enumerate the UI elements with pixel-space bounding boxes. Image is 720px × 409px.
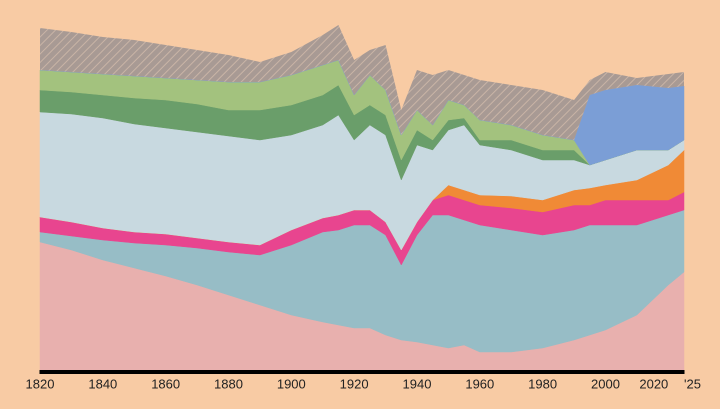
x-tick-label: 1820 [26,376,55,391]
x-tick-label: 1900 [277,376,306,391]
area [39,59,685,166]
x-tick-label: 1980 [528,376,557,391]
x-tick-label: 2020 [639,376,668,391]
area [40,25,684,140]
x-tick-label: 1940 [403,376,432,391]
x-tick-label: 1960 [465,376,494,391]
x-tick-label: '25 [684,376,701,391]
x-tick-label: 1880 [214,376,243,391]
x-tick-label: 1840 [88,376,117,391]
x-tick-label: 2000 [591,376,620,391]
x-tick-label: 1920 [340,376,369,391]
x-tick-label: 1860 [151,376,180,391]
